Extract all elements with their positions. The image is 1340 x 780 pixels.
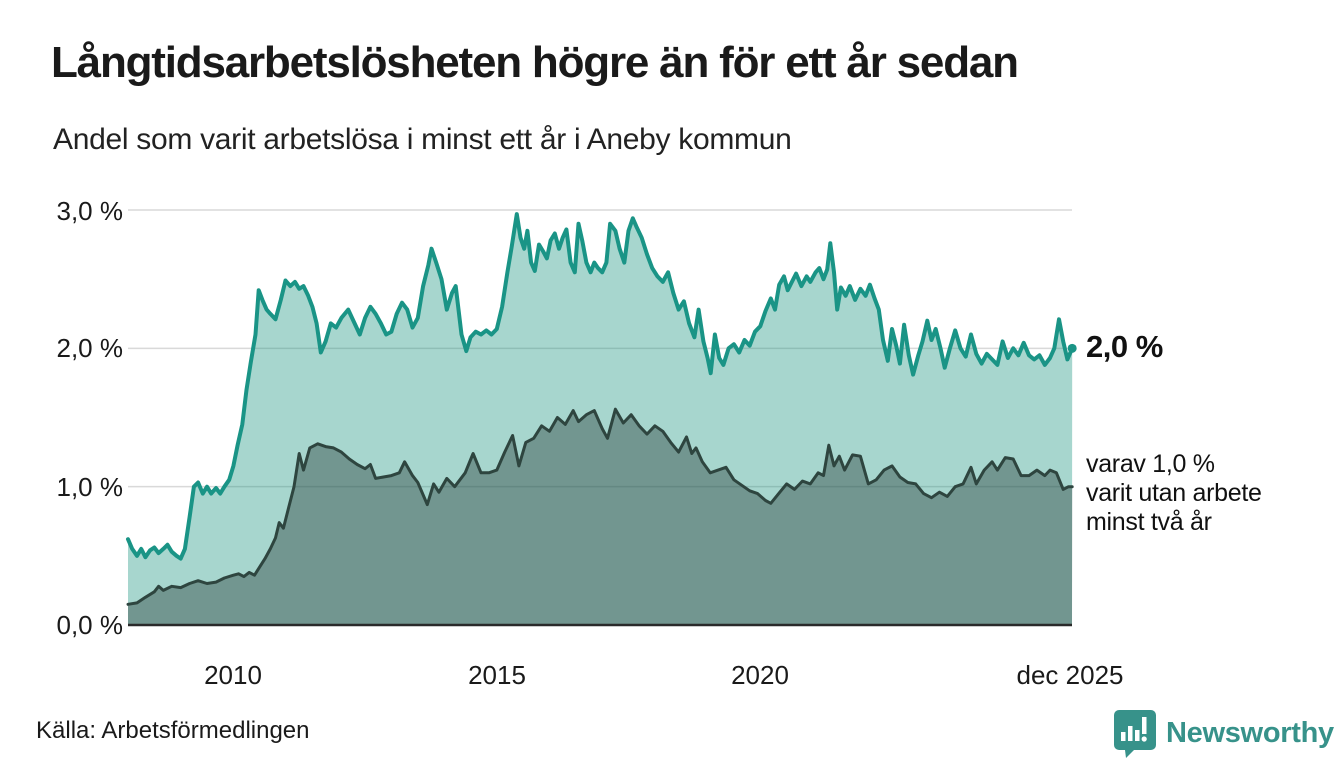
series-area-minst-ett-ar xyxy=(128,214,1073,625)
newsworthy-bar-chart-pin-icon xyxy=(1114,710,1156,758)
y-axis-label-0: 0,0 % xyxy=(56,610,124,640)
secondary-series-label-line1: varav 1,0 % xyxy=(1086,450,1215,478)
secondary-series-label: varav 1,0 % varit utan arbete minst två … xyxy=(1086,450,1262,537)
x-axis-label-dec-2025: dec 2025 xyxy=(1016,660,1124,690)
y-axis-label-1: 1,0 % xyxy=(56,472,124,502)
series-line-minst-tva-ar xyxy=(126,407,1074,606)
page-subtitle: Andel som varit arbetslösa i minst ett å… xyxy=(53,123,792,156)
newsworthy-wordmark: Newsworthy xyxy=(1166,716,1334,749)
newsworthy-logo: Newsworthy xyxy=(1112,708,1334,758)
x-axis-label-2010: 2010 xyxy=(204,660,262,690)
x-axis-label-2015: 2015 xyxy=(468,660,526,690)
y-axis-label-3: 3,0 % xyxy=(56,196,124,226)
page-title: Långtidsarbetslösheten högre än för ett … xyxy=(51,38,1019,87)
secondary-series-label-line3: minst två år xyxy=(1086,508,1212,536)
latest-value-label: 2,0 % xyxy=(1086,329,1163,365)
secondary-series-label-line2: varit utan arbete xyxy=(1086,479,1262,507)
series-end-dot-minst-ett-ar xyxy=(1067,343,1077,353)
y-axis-label-2: 2,0 % xyxy=(56,333,124,363)
x-axis-label-2020: 2020 xyxy=(731,660,789,690)
series-line-minst-ett-ar xyxy=(126,212,1075,561)
source-note: Källa: Arbetsförmedlingen xyxy=(36,717,310,744)
